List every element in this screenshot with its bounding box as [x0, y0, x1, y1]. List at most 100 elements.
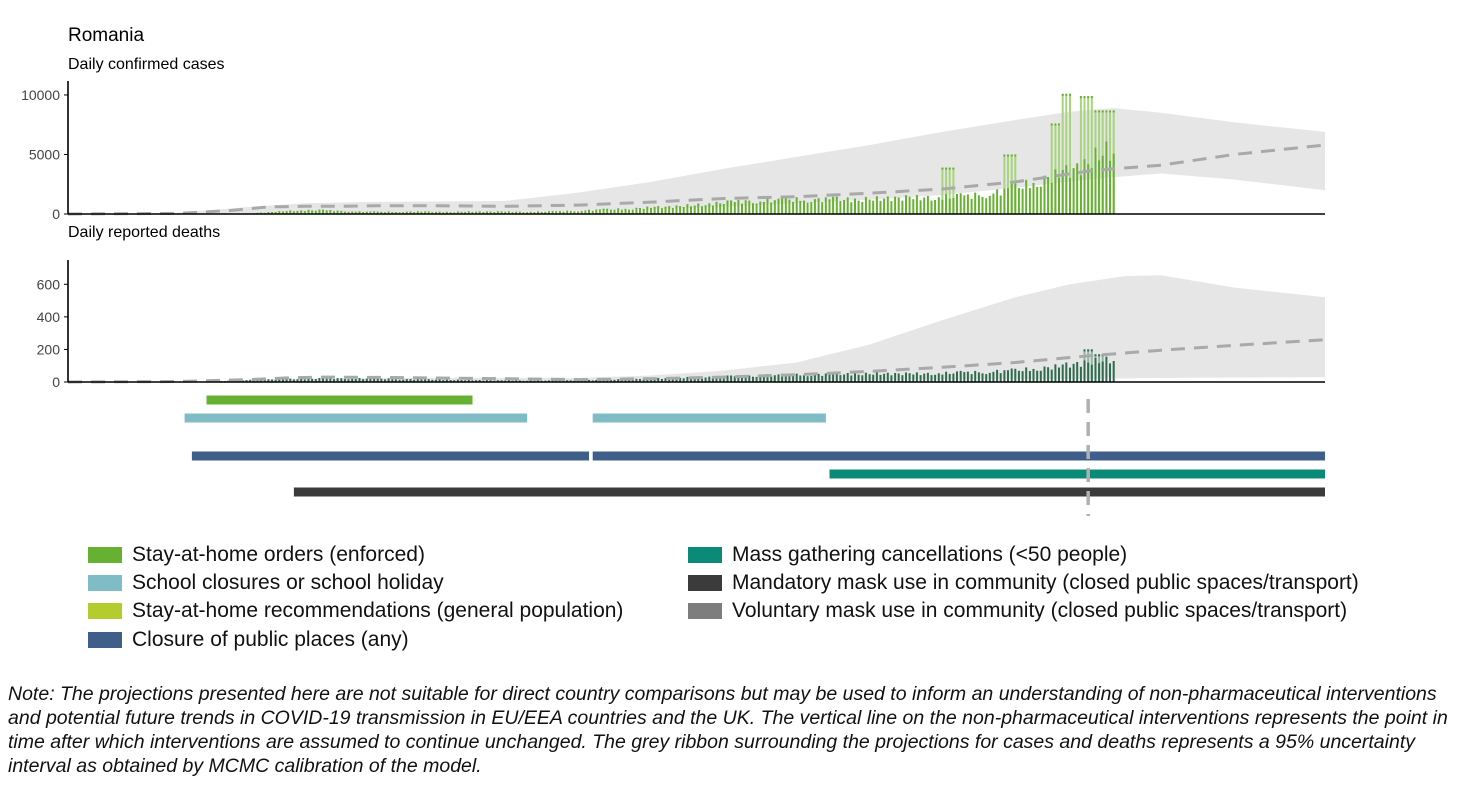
deaths-bar — [908, 373, 911, 382]
cases-bar — [832, 196, 835, 214]
cases-bar — [915, 195, 918, 214]
deaths-bar — [1065, 362, 1068, 382]
deaths-bar — [631, 379, 634, 382]
cases-bar — [759, 201, 762, 214]
cases-bar — [347, 211, 350, 214]
cases-bar — [708, 203, 711, 214]
deaths-bar — [409, 379, 412, 382]
deaths-bar — [846, 373, 849, 382]
cases-bar-peak — [1087, 96, 1090, 99]
legend-label: Mandatory mask use in community (closed … — [732, 571, 1359, 594]
cases-bar — [387, 211, 390, 214]
cases-bar — [336, 210, 339, 214]
cases-bar — [529, 211, 532, 214]
deaths-bar — [653, 378, 656, 382]
deaths-bar — [260, 379, 263, 382]
cases-bar — [886, 196, 889, 214]
deaths-bar — [766, 374, 769, 382]
deaths-bar — [369, 378, 372, 382]
deaths-bar — [1094, 357, 1097, 382]
cases-bar — [883, 198, 886, 214]
deaths-bar — [391, 379, 394, 382]
cases-bar — [1050, 123, 1053, 214]
deaths-panel-title: Daily reported deaths — [68, 224, 220, 241]
cases-bar-peak — [1058, 123, 1060, 126]
cases-bar — [267, 212, 270, 214]
cases-bar — [923, 197, 926, 214]
cases-bar — [500, 211, 503, 214]
deaths-bar — [781, 373, 784, 382]
deaths-bar — [1007, 370, 1009, 382]
cases-bar — [635, 207, 638, 214]
cases-bar — [613, 209, 616, 214]
cases-bar — [730, 200, 733, 214]
deaths-bar — [1017, 370, 1020, 382]
deaths-bar — [486, 380, 488, 382]
deaths-bar — [926, 372, 929, 382]
deaths-bar — [435, 379, 437, 382]
cases-bar — [588, 209, 590, 214]
deaths-bar — [824, 373, 827, 382]
cases-bar — [620, 209, 623, 214]
cases-bar — [303, 211, 306, 214]
deaths-bar — [970, 374, 973, 382]
cases-bar — [1079, 96, 1082, 214]
cases-bar — [569, 211, 572, 214]
deaths-bar — [642, 379, 645, 382]
cases-bar — [1054, 123, 1057, 214]
deaths-bar — [282, 379, 284, 382]
cases-y-tick-label: 10000 — [21, 87, 60, 103]
deaths-bar — [1061, 364, 1064, 382]
cases-bar — [701, 206, 703, 214]
cases-bar — [690, 206, 692, 214]
intervention-bar — [184, 413, 528, 423]
deaths-bar-peak — [1094, 354, 1097, 357]
legend-swatch — [688, 575, 722, 591]
deaths-bar — [864, 372, 867, 382]
deaths-bar-peak — [1098, 354, 1101, 357]
cases-bar — [631, 209, 634, 214]
deaths-bar — [868, 374, 871, 382]
cases-bar — [963, 195, 966, 214]
note-text: Note: The projections presented here are… — [8, 683, 1448, 777]
cases-bar — [956, 194, 958, 214]
deaths-bar-peak — [1083, 349, 1086, 352]
deaths-bar — [945, 371, 948, 382]
deaths-bar — [730, 375, 733, 382]
cases-bar — [562, 211, 565, 214]
cases-bar — [628, 209, 631, 214]
deaths-bar — [668, 377, 671, 382]
cases-bar — [952, 167, 955, 214]
deaths-bar — [245, 380, 248, 382]
deaths-bar — [1098, 363, 1101, 382]
cases-bar — [777, 198, 780, 214]
cases-bar — [974, 192, 977, 214]
cases-bar — [609, 209, 612, 214]
cases-bar — [1032, 182, 1035, 214]
cases-bar — [897, 197, 900, 214]
cases-bar — [1076, 163, 1079, 214]
legend-label: Stay-at-home orders (enforced) — [132, 543, 425, 566]
cases-bar — [522, 212, 525, 214]
cases-bar — [475, 211, 478, 214]
cases-bar — [770, 202, 773, 214]
cases-bar — [358, 211, 361, 214]
legend-label: Mass gathering cancellations (<50 people… — [732, 543, 1128, 566]
deaths-bar — [609, 379, 612, 382]
deaths-bar — [318, 378, 321, 382]
deaths-bar — [1054, 364, 1057, 382]
cases-bar — [282, 211, 284, 214]
deaths-bar — [449, 380, 452, 382]
deaths-bar — [919, 375, 922, 382]
cases-bar — [274, 212, 277, 214]
deaths-bar — [897, 373, 900, 382]
cases-bar — [839, 201, 842, 214]
deaths-bar — [617, 379, 620, 382]
cases-bar-peak — [1014, 154, 1017, 157]
cases-bar — [795, 197, 798, 214]
cases-bar — [864, 196, 867, 214]
deaths-bar — [365, 378, 368, 382]
cases-bar — [1010, 183, 1013, 214]
deaths-bar — [832, 373, 835, 382]
cases-bar — [445, 211, 448, 214]
